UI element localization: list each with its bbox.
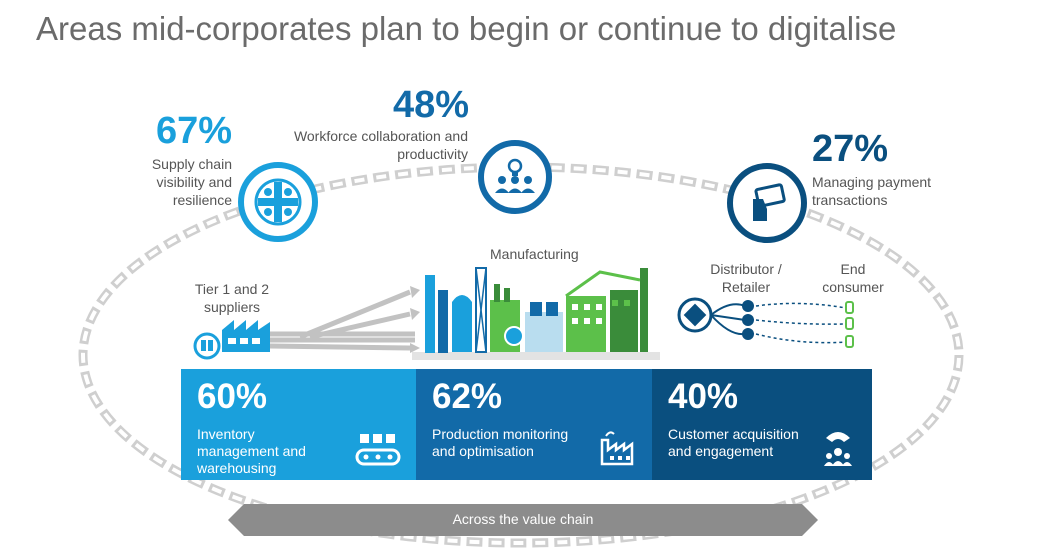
supply-chain-percent: 67% xyxy=(156,110,233,152)
conveyor-icon xyxy=(355,434,401,466)
page-title: Areas mid-corporates plan to begin or co… xyxy=(36,10,897,47)
factory-illustration xyxy=(412,267,660,360)
workforce-label: Workforce collaboration and productivity xyxy=(293,128,468,162)
network-icon xyxy=(238,162,318,242)
inventory-box: 60% Inventory management and warehousing xyxy=(181,369,416,480)
production-box: 62% Production monitoring and optimisati… xyxy=(416,369,652,480)
manufacturing-label: Manufacturing xyxy=(490,246,579,262)
production-percent: 62% xyxy=(432,377,503,416)
factory-icon xyxy=(600,431,634,466)
inventory-label: Inventory management and warehousing xyxy=(197,426,306,476)
workforce-percent: 48% xyxy=(393,84,470,126)
distributor-retailer-label: Distributor / Retailer xyxy=(710,261,782,295)
card-payment-icon xyxy=(727,163,807,243)
production-label: Production monitoring and optimisation xyxy=(432,426,569,459)
supplier-factory-icon xyxy=(193,320,270,360)
customer-label: Customer acquisition and engagement xyxy=(668,426,799,459)
team-lightbulb-icon xyxy=(478,140,552,214)
inventory-percent: 60% xyxy=(197,377,268,416)
flow-lines xyxy=(269,289,415,351)
distribution-network xyxy=(677,297,854,348)
value-chain-label: Across the value chain xyxy=(452,511,594,527)
tier-suppliers-label: Tier 1 and 2 suppliers xyxy=(194,281,270,315)
customer-percent: 40% xyxy=(668,377,739,416)
customer-magnet-icon xyxy=(824,432,852,466)
supply-chain-label: Supply chain visibility and resilience xyxy=(151,156,232,208)
value-chain-arrow xyxy=(228,504,818,536)
customer-box: 40% Customer acquisition and engagement xyxy=(652,369,872,480)
end-consumer-label: End consumer xyxy=(822,261,884,295)
payment-label: Managing payment transactions xyxy=(812,174,932,208)
payment-percent: 27% xyxy=(812,128,889,170)
